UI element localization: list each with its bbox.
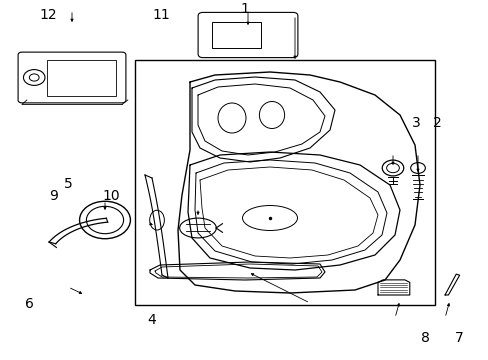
Text: 6: 6	[25, 297, 34, 311]
Text: 5: 5	[63, 177, 72, 190]
Bar	[211, 22, 261, 48]
Text: 2: 2	[432, 116, 441, 130]
Text: 1: 1	[240, 2, 248, 16]
Text: 11: 11	[152, 8, 170, 22]
Text: 3: 3	[411, 116, 420, 130]
Text: 7: 7	[454, 331, 463, 345]
Text: 9: 9	[49, 189, 58, 203]
Text: 4: 4	[147, 313, 156, 327]
Text: 10: 10	[102, 189, 120, 203]
Bar	[47, 60, 115, 96]
Text: 12: 12	[39, 8, 57, 22]
Bar	[135, 60, 434, 305]
Text: 8: 8	[420, 331, 429, 345]
